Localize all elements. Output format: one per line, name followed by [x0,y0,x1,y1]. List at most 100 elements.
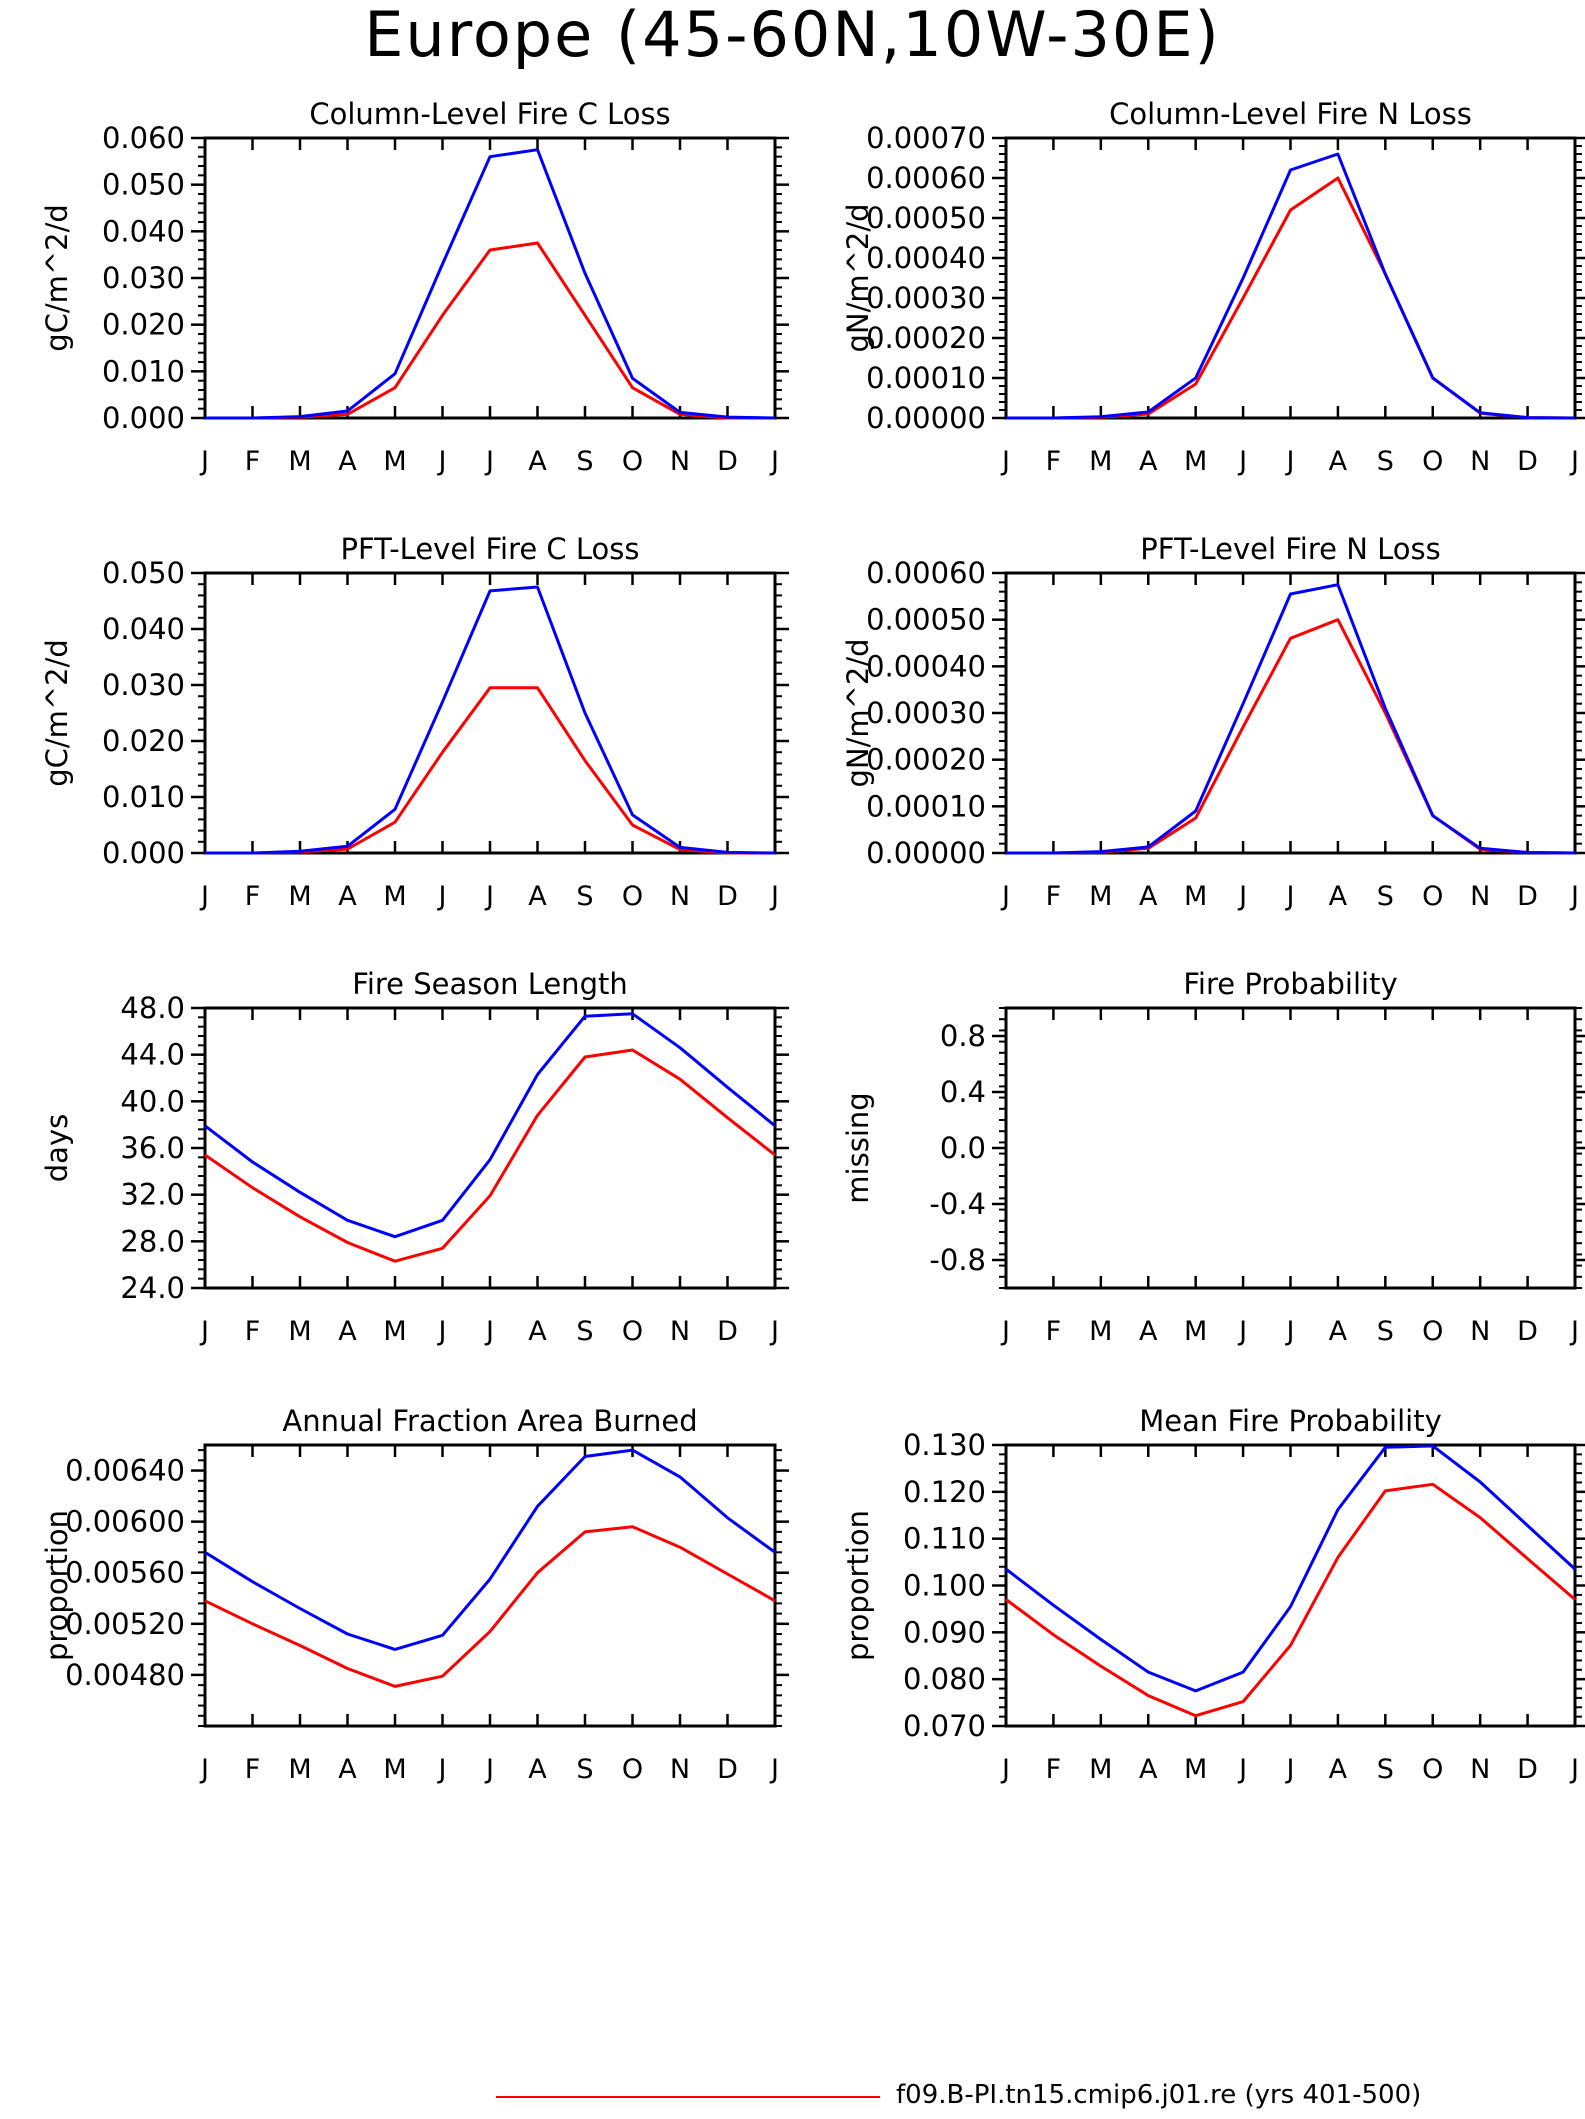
x-tick-label: O [1422,446,1443,477]
legend-line-swatch [496,2096,880,2098]
y-tick-label: 0.00060 [866,161,986,195]
series-line-2 [1006,152,1576,420]
chart-title: Mean Fire Probability [1139,1404,1442,1438]
x-tick-label: M [1089,881,1112,912]
y-tick-label: 0.020 [102,308,185,342]
legend-label: f09.B-PI.tn15.cmip6.j01.re (yrs 401-500) [896,2080,1422,2110]
y-tick-label: 0.010 [102,354,185,388]
y-tick-label: 0.00060 [866,556,986,590]
chart-title: Fire Probability [1183,967,1397,1001]
x-tick-label: A [528,446,547,477]
x-tick-label: J [1237,1754,1247,1785]
x-tick-label: J [484,446,494,477]
x-tick-label: J [1000,881,1010,912]
x-tick-label: J [484,881,494,912]
y-axis-label: gC/m^2/d [40,639,74,787]
series-line-2 [1006,583,1576,855]
x-tick-label: J [199,1316,209,1347]
series-line-1 [205,241,775,420]
series-line-2 [205,585,776,855]
x-tick-label: D [1517,1754,1538,1785]
x-tick-label: D [717,1754,738,1785]
plot-frame [1004,571,1577,855]
x-tick-label: D [717,446,738,477]
x-tick-label: N [670,1754,690,1785]
x-tick-label: J [1285,1754,1295,1785]
y-tick-label: 48.0 [120,991,185,1025]
x-tick-label: A [1139,881,1158,912]
x-tick-label: N [670,1316,690,1347]
x-tick-label: J [1000,1316,1010,1347]
x-tick-label: A [338,1754,357,1785]
x-tick-label: S [1377,446,1394,477]
x-tick-label: J [1000,446,1010,477]
plot-frame [1004,1006,1577,1290]
series-line-1 [1006,618,1576,855]
y-tick-label: 0.000 [102,836,185,870]
y-tick-label: 0.030 [102,261,185,295]
x-tick-label: J [437,1316,447,1347]
x-tick-label: A [338,881,357,912]
y-tick-label: 0.4 [940,1075,986,1109]
y-tick-label: -0.8 [929,1243,986,1277]
x-tick-label: M [288,881,311,912]
y-tick-label: 0.020 [102,724,185,758]
y-tick-label: 40.0 [120,1084,185,1118]
chart-title: PFT-Level Fire N Loss [1140,532,1440,566]
x-tick-label: O [1422,881,1443,912]
y-tick-label: 0.00030 [866,281,986,315]
y-tick-label: 0.00050 [866,603,986,637]
y-tick-label: 0.00000 [866,836,986,870]
x-tick-label: M [383,1754,406,1785]
x-tick-label: N [670,881,690,912]
x-tick-label: O [622,446,643,477]
x-tick-label: M [1089,1316,1112,1347]
x-tick-label: J [1237,881,1247,912]
y-tick-label: 0.8 [940,1019,986,1053]
y-tick-label: 0.120 [903,1475,986,1509]
x-tick-label: A [1329,1316,1348,1347]
x-tick-label: M [383,446,406,477]
x-tick-label: M [1089,446,1112,477]
x-tick-label: D [1517,881,1538,912]
plot-frame [1004,136,1577,420]
y-tick-label: 0.00020 [866,743,986,777]
x-tick-label: N [670,446,690,477]
x-tick-label: J [769,1754,779,1785]
x-tick-label: J [1285,881,1295,912]
x-tick-label: F [245,881,261,912]
y-tick-label: 28.0 [120,1224,185,1258]
x-tick-label: O [622,881,643,912]
x-tick-label: D [1517,446,1538,477]
x-tick-label: F [245,446,261,477]
x-tick-label: J [1237,446,1247,477]
x-tick-label: N [1470,881,1490,912]
x-tick-label: J [1569,1754,1579,1785]
chart-title: PFT-Level Fire C Loss [341,532,640,566]
x-tick-label: S [1377,1316,1394,1347]
y-tick-label: 44.0 [120,1038,185,1072]
y-tick-label: 24.0 [120,1271,185,1305]
series-line-2 [1005,1444,1577,1693]
x-tick-label: J [1285,446,1295,477]
x-tick-label: A [528,1316,547,1347]
x-tick-label: F [1046,1754,1062,1785]
x-tick-label: J [1569,1316,1579,1347]
x-tick-label: J [1237,1316,1247,1347]
x-tick-label: M [288,446,311,477]
x-tick-label: M [1184,881,1207,912]
y-tick-label: 0.00520 [65,1607,185,1641]
x-tick-label: N [1470,1754,1490,1785]
x-tick-label: F [1046,446,1062,477]
x-tick-label: M [1184,1316,1207,1347]
y-tick-label: 0.00020 [866,321,986,355]
y-tick-label: 0.100 [903,1569,986,1603]
x-tick-label: J [769,446,779,477]
x-tick-label: M [288,1754,311,1785]
